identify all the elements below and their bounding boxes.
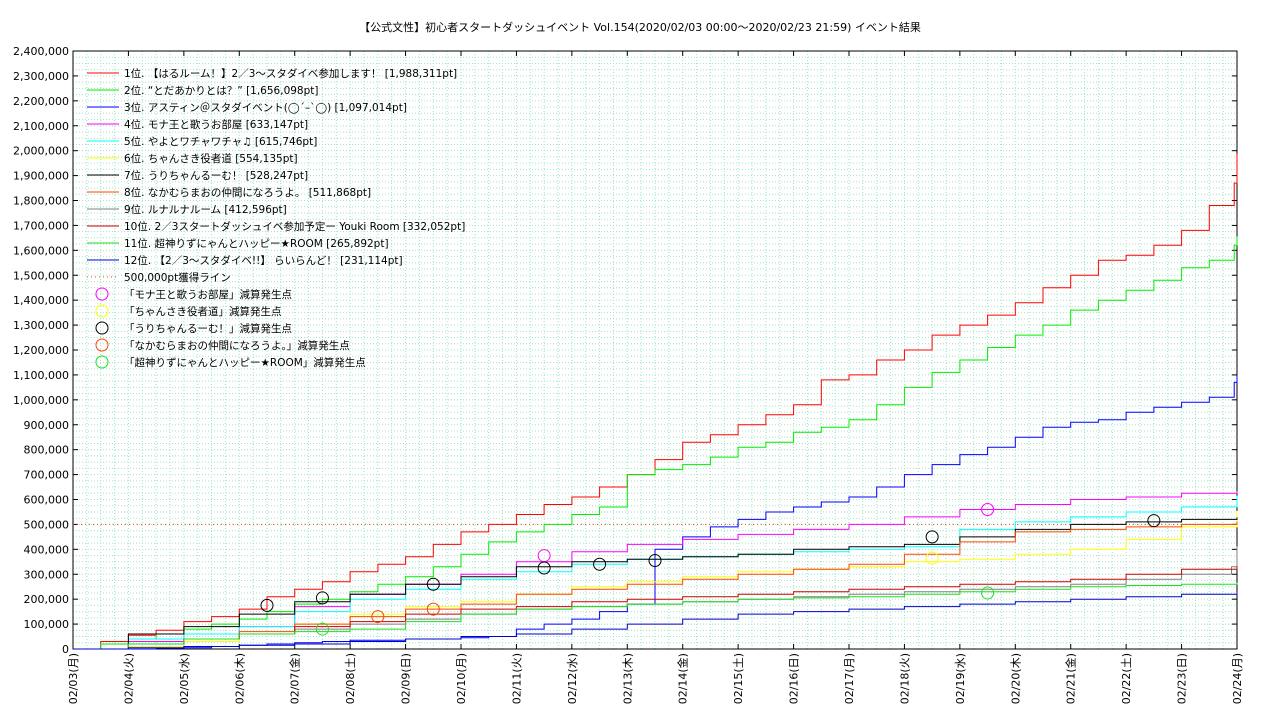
y-tick-label: 2,400,000 — [13, 45, 69, 58]
x-tick-label: 02/22(土) — [1120, 653, 1133, 704]
y-tick-label: 1,600,000 — [13, 244, 69, 257]
marker-point-3 — [315, 591, 329, 605]
y-tick-label: 2,100,000 — [13, 120, 69, 133]
y-tick-label: 1,400,000 — [13, 294, 69, 307]
x-tick-label: 02/03(月) — [67, 653, 80, 704]
y-tick-label: 700,000 — [24, 469, 70, 482]
y-tick-label: 600,000 — [24, 494, 70, 507]
legend-label-2: 2位. “とだあかりとは？” [1,656,098pt] — [124, 84, 319, 97]
series-group — [73, 153, 1238, 650]
x-tick-label: 02/15(土) — [732, 653, 745, 704]
series-line-12 — [73, 591, 1238, 650]
legend-marker-1 — [95, 287, 109, 301]
y-tick-label: 2,300,000 — [13, 70, 69, 83]
series-line-1 — [73, 153, 1238, 650]
y-tick-label: 500,000 — [24, 518, 70, 531]
marker-point-1 — [981, 502, 995, 516]
y-tick-label: 1,700,000 — [13, 219, 69, 232]
x-tick-label: 02/13(木) — [621, 653, 634, 704]
x-tick-label: 02/07(金) — [288, 653, 302, 704]
y-tick-label: 2,200,000 — [13, 95, 69, 108]
y-tick-label: 1,000,000 — [13, 394, 69, 407]
marker-point-4 — [371, 610, 385, 624]
legend-marker-label-4: 「なかむらまおの仲間になろうよ。」減算発生点 — [124, 339, 350, 352]
y-tick-label: 300,000 — [24, 568, 70, 581]
series-line-3 — [73, 375, 1238, 650]
x-tick-label: 02/09(日) — [400, 653, 413, 704]
y-tick-label: 2,000,000 — [13, 145, 69, 158]
legend-label-7: 7位. うりちゃんるーむ！ [528,247pt] — [124, 169, 308, 182]
y-tick-label: 400,000 — [24, 543, 70, 556]
legend-label-12: 12位. 【2／3〜スタダイベ!!】 らいらんど！ [231,114pt] — [124, 254, 403, 267]
legend-marker-4 — [95, 338, 109, 352]
x-tick-label: 02/11(火) — [510, 653, 523, 704]
legend-label-10: 10位. 2／3スタートダッシュイベ参加予定ー Youki Room [332,… — [124, 220, 465, 233]
y-tick-label: 1,300,000 — [13, 319, 69, 332]
axes: 0 100,000 200,000 300,000 400,000 500,000 600,… — [13, 45, 1244, 704]
marker-point-3 — [648, 554, 662, 568]
marker-point-3 — [537, 561, 551, 575]
x-tick-label: 02/12(水) — [566, 653, 579, 704]
marker-point-5 — [981, 586, 995, 600]
x-tick-label: 02/05(水) — [178, 653, 191, 704]
x-tick-label: 02/06(木) — [233, 653, 246, 704]
x-tick-label: 02/18(火) — [898, 653, 911, 704]
grid — [72, 50, 1238, 650]
series-line-2 — [73, 236, 1238, 650]
markers-group — [260, 502, 1161, 636]
legend-marker-2 — [95, 304, 109, 318]
x-tick-label: 02/20(木) — [1009, 653, 1022, 704]
x-tick-label: 02/10(月) — [455, 653, 468, 704]
series-line-11 — [73, 582, 1238, 650]
marker-point-3 — [593, 557, 607, 571]
y-tick-label: 900,000 — [24, 419, 70, 432]
x-tick-label: 02/14(金) — [676, 653, 690, 704]
y-tick-label: 1,200,000 — [13, 344, 69, 357]
marker-point-3 — [925, 530, 939, 544]
marker-point-2 — [925, 551, 939, 565]
marker-point-3 — [426, 577, 440, 591]
marker-point-3 — [1147, 514, 1161, 528]
legend-label-reference: 500,000pt獲得ライン — [124, 271, 231, 284]
legend-marker-3 — [95, 321, 109, 335]
legend-label-4: 4位. モナ王と歌うお部屋 [633,147pt] — [124, 118, 308, 131]
x-tick-label: 02/08(土) — [344, 653, 357, 704]
x-tick-label: 02/16(日) — [788, 653, 801, 704]
legend-marker-5 — [95, 355, 109, 369]
x-tick-label: 02/19(水) — [954, 653, 967, 704]
marker-point-5 — [315, 622, 329, 636]
x-tick-label: 02/23(日) — [1176, 653, 1189, 704]
chart-title: 【公式文性】初心者スタートダッシュイベント Vol.154(2020/02/03… — [359, 21, 921, 34]
marker-point-4 — [426, 602, 440, 616]
legend-label-11: 11位. 超神りずにゃんとハッピー★ROOM [265,892pt] — [124, 237, 389, 250]
y-tick-label: 100,000 — [24, 618, 70, 631]
legend-label-5: 5位. やよとワチャワチャ♫ [615,746pt] — [124, 135, 317, 148]
x-tick-label: 02/21(金) — [1064, 653, 1078, 704]
legend-label-6: 6位. ちゃんさき役者道 [554,135pt] — [124, 152, 298, 165]
y-tick-label: 0 — [62, 643, 69, 656]
legend-marker-label-5: 「超神りずにゃんとハッピー★ROOM」減算発生点 — [124, 356, 366, 369]
y-tick-label: 800,000 — [24, 444, 70, 457]
y-tick-label: 1,500,000 — [13, 269, 69, 282]
legend-label-8: 8位. なかむらまおの仲間になろうよ。 [511,868pt] — [124, 186, 371, 199]
x-tick-label: 02/24(月) — [1231, 653, 1244, 704]
legend-label-3: 3位. アスティン＠スタダイベント(◯´–`◯) [1,097,014pt] — [124, 101, 407, 114]
marker-point-3 — [260, 598, 274, 612]
y-tick-label: 1,900,000 — [13, 170, 69, 183]
y-tick-label: 1,100,000 — [13, 369, 69, 382]
y-tick-label: 200,000 — [24, 593, 70, 606]
legend: 1位. 【はるルーム！】2／3〜スタダイベ参加します！ [1,988,311pt… — [87, 67, 465, 369]
x-tick-label: 02/04(火) — [122, 653, 135, 704]
legend-marker-label-3: 「うりちゃんるーむ！」減算発生点 — [124, 322, 292, 335]
x-tick-label: 02/17(月) — [843, 653, 856, 704]
legend-marker-label-1: 「モナ王と歌うお部屋」減算発生点 — [124, 288, 292, 301]
legend-marker-label-2: 「ちゃんさき役者道」減算発生点 — [124, 305, 282, 318]
legend-label-1: 1位. 【はるルーム！】2／3〜スタダイベ参加します！ [1,988,311pt… — [124, 67, 457, 80]
legend-label-9: 9位. ルナルナルーム [412,596pt] — [124, 203, 287, 216]
y-tick-label: 1,800,000 — [13, 195, 69, 208]
